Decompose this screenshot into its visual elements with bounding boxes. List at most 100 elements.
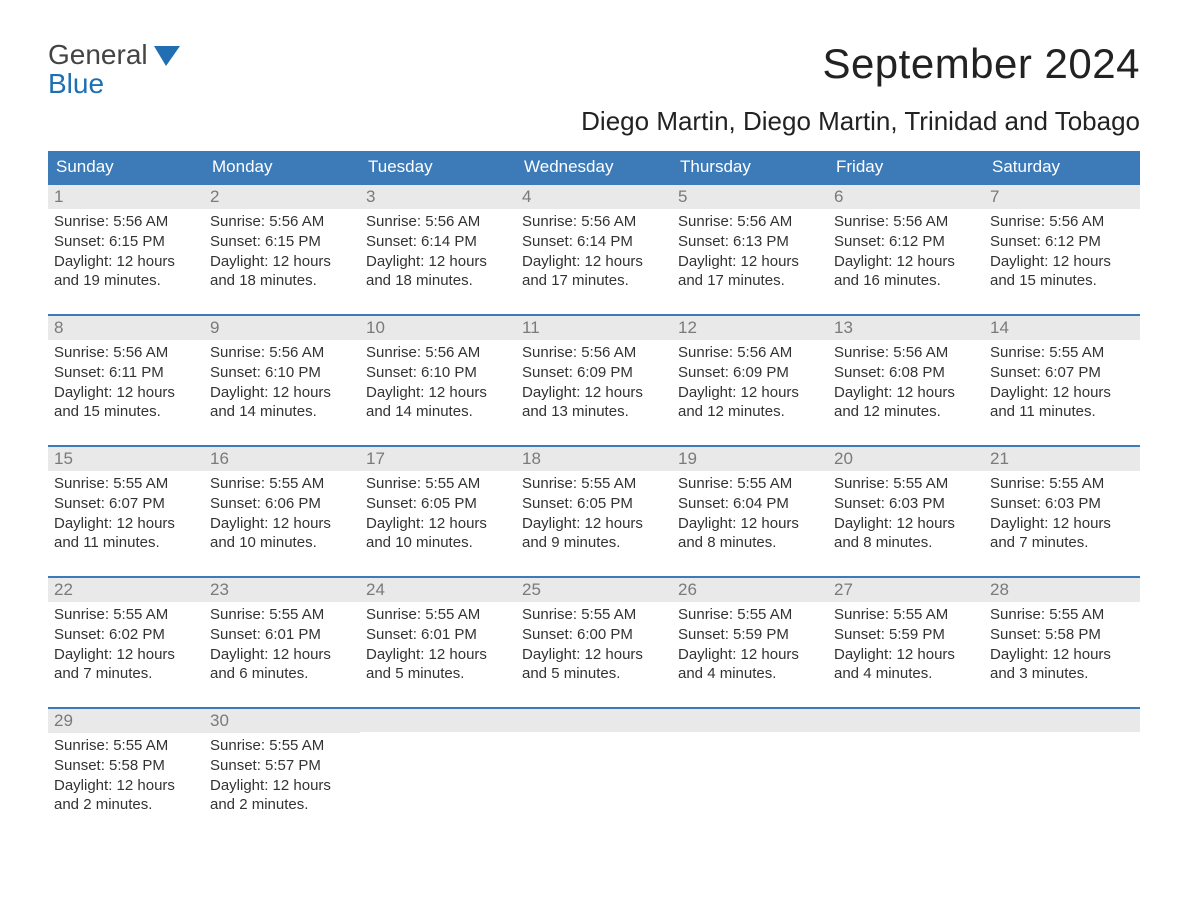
day-number: 21 bbox=[990, 449, 1009, 468]
weekday-header-row: SundayMondayTuesdayWednesdayThursdayFrid… bbox=[48, 151, 1140, 183]
day-number-row: 1 bbox=[48, 185, 204, 209]
day-details: Sunrise: 5:55 AMSunset: 6:05 PMDaylight:… bbox=[360, 471, 516, 553]
day-cell: 15 Sunrise: 5:55 AMSunset: 6:07 PMDayligh… bbox=[48, 447, 204, 560]
day-details: Sunrise: 5:56 AMSunset: 6:10 PMDaylight:… bbox=[204, 340, 360, 422]
day-number: 8 bbox=[54, 318, 63, 337]
day-details: Sunrise: 5:56 AMSunset: 6:14 PMDaylight:… bbox=[516, 209, 672, 291]
day-detail-line: and 7 minutes. bbox=[990, 534, 1134, 553]
day-cell: 17Sunrise: 5:55 AMSunset: 6:05 PMDayligh… bbox=[360, 447, 516, 560]
day-detail-line: Sunset: 6:04 PM bbox=[678, 495, 822, 514]
day-detail-line: Daylight: 12 hours bbox=[54, 515, 198, 534]
day-number: 16 bbox=[210, 449, 229, 468]
day-detail-line: Sunset: 6:11 PM bbox=[54, 364, 198, 383]
week-row: 1Sunrise: 5:56 AMSunset: 6:15 PMDaylight… bbox=[48, 183, 1140, 298]
day-details: Sunrise: 5:55 AMSunset: 6:03 PMDaylight:… bbox=[984, 471, 1140, 553]
day-detail-line: Sunrise: 5:55 AM bbox=[834, 606, 978, 625]
day-detail-line: Sunset: 6:00 PM bbox=[522, 626, 666, 645]
day-detail-line: and 14 minutes. bbox=[210, 403, 354, 422]
logo-secondary: Blue bbox=[48, 68, 104, 99]
day-details: Sunrise: 5:55 AMSunset: 5:57 PMDaylight:… bbox=[204, 733, 360, 815]
day-detail-line: Daylight: 12 hours bbox=[366, 515, 510, 534]
day-detail-line: and 8 minutes. bbox=[834, 534, 978, 553]
empty-day-number-row bbox=[516, 709, 672, 732]
day-detail-line: and 17 minutes. bbox=[678, 272, 822, 291]
day-details: Sunrise: 5:55 AMSunset: 5:58 PMDaylight:… bbox=[48, 733, 204, 815]
day-cell: 4 Sunrise: 5:56 AMSunset: 6:14 PMDaylight… bbox=[516, 185, 672, 298]
day-detail-line: Sunset: 6:10 PM bbox=[210, 364, 354, 383]
day-detail-line: and 14 minutes. bbox=[366, 403, 510, 422]
day-detail-line: Daylight: 12 hours bbox=[990, 646, 1134, 665]
day-number-row: 6 bbox=[828, 185, 984, 209]
logo-text: General Blue bbox=[48, 40, 148, 99]
day-number: 24 bbox=[366, 580, 385, 599]
day-number-row: 15 bbox=[48, 447, 204, 471]
day-detail-line: Sunrise: 5:55 AM bbox=[678, 606, 822, 625]
day-details: Sunrise: 5:55 AMSunset: 5:59 PMDaylight:… bbox=[828, 602, 984, 684]
page-title: September 2024 bbox=[581, 40, 1140, 88]
day-detail-line: Daylight: 12 hours bbox=[54, 646, 198, 665]
day-detail-line: Daylight: 12 hours bbox=[210, 253, 354, 272]
logo-primary: General bbox=[48, 39, 148, 70]
day-detail-line: Sunrise: 5:56 AM bbox=[522, 213, 666, 232]
day-detail-line: Daylight: 12 hours bbox=[834, 646, 978, 665]
day-cell: 24 Sunrise: 5:55 AMSunset: 6:01 PMDayligh… bbox=[360, 578, 516, 691]
day-number: 5 bbox=[678, 187, 687, 206]
calendar: SundayMondayTuesdayWednesdayThursdayFrid… bbox=[48, 151, 1140, 822]
day-cell: 18Sunrise: 5:55 AMSunset: 6:05 PMDayligh… bbox=[516, 447, 672, 560]
day-detail-line: Daylight: 12 hours bbox=[678, 515, 822, 534]
day-detail-line: and 10 minutes. bbox=[366, 534, 510, 553]
day-detail-line: Daylight: 12 hours bbox=[210, 777, 354, 796]
day-number: 15 bbox=[54, 449, 73, 468]
day-detail-line: Sunrise: 5:56 AM bbox=[54, 213, 198, 232]
day-number-row: 9 bbox=[204, 316, 360, 340]
day-detail-line: Daylight: 12 hours bbox=[366, 253, 510, 272]
day-detail-line: Sunrise: 5:55 AM bbox=[990, 606, 1134, 625]
day-cell: 3Sunrise: 5:56 AMSunset: 6:14 PMDaylight… bbox=[360, 185, 516, 298]
day-number-row: 26 bbox=[672, 578, 828, 602]
day-number-row: 30 bbox=[204, 709, 360, 733]
day-cell bbox=[828, 709, 984, 822]
day-cell: 11Sunrise: 5:56 AMSunset: 6:09 PMDayligh… bbox=[516, 316, 672, 429]
day-details: Sunrise: 5:56 AMSunset: 6:15 PMDaylight:… bbox=[48, 209, 204, 291]
day-detail-line: and 12 minutes. bbox=[834, 403, 978, 422]
day-detail-line: and 11 minutes. bbox=[990, 403, 1134, 422]
day-detail-line: Sunset: 5:59 PM bbox=[678, 626, 822, 645]
day-detail-line: Sunrise: 5:56 AM bbox=[834, 213, 978, 232]
day-detail-line: and 18 minutes. bbox=[210, 272, 354, 291]
day-detail-line: Sunset: 6:10 PM bbox=[366, 364, 510, 383]
day-cell: 14Sunrise: 5:55 AMSunset: 6:07 PMDayligh… bbox=[984, 316, 1140, 429]
day-detail-line: Sunrise: 5:55 AM bbox=[834, 475, 978, 494]
day-detail-line: Sunrise: 5:55 AM bbox=[522, 475, 666, 494]
day-number-row: 12 bbox=[672, 316, 828, 340]
day-number-row: 18 bbox=[516, 447, 672, 471]
day-detail-line: Sunset: 6:07 PM bbox=[990, 364, 1134, 383]
day-detail-line: Sunrise: 5:56 AM bbox=[54, 344, 198, 363]
day-details: Sunrise: 5:55 AMSunset: 6:07 PMDaylight:… bbox=[48, 471, 204, 553]
weekday-header: Monday bbox=[204, 151, 360, 183]
day-detail-line: Sunrise: 5:55 AM bbox=[990, 344, 1134, 363]
header: General Blue September 2024 Diego Martin… bbox=[48, 40, 1140, 137]
day-number-row: 29 bbox=[48, 709, 204, 733]
day-detail-line: Sunset: 6:08 PM bbox=[834, 364, 978, 383]
day-details: Sunrise: 5:55 AMSunset: 5:58 PMDaylight:… bbox=[984, 602, 1140, 684]
day-detail-line: Daylight: 12 hours bbox=[366, 384, 510, 403]
day-number: 14 bbox=[990, 318, 1009, 337]
day-number-row: 2 bbox=[204, 185, 360, 209]
day-detail-line: Sunrise: 5:56 AM bbox=[834, 344, 978, 363]
day-details: Sunrise: 5:55 AMSunset: 6:01 PMDaylight:… bbox=[360, 602, 516, 684]
day-cell: 22Sunrise: 5:55 AMSunset: 6:02 PMDayligh… bbox=[48, 578, 204, 691]
day-cell: 30Sunrise: 5:55 AMSunset: 5:57 PMDayligh… bbox=[204, 709, 360, 822]
day-number: 4 bbox=[522, 187, 531, 206]
day-number: 25 bbox=[522, 580, 541, 599]
location-subtitle: Diego Martin, Diego Martin, Trinidad and… bbox=[581, 106, 1140, 137]
day-detail-line: and 11 minutes. bbox=[54, 534, 198, 553]
day-detail-line: Sunrise: 5:56 AM bbox=[678, 344, 822, 363]
day-detail-line: Sunrise: 5:55 AM bbox=[366, 475, 510, 494]
day-detail-line: Sunrise: 5:56 AM bbox=[366, 213, 510, 232]
day-detail-line: Sunset: 6:09 PM bbox=[678, 364, 822, 383]
day-detail-line: Sunset: 6:02 PM bbox=[54, 626, 198, 645]
day-number-row: 28 bbox=[984, 578, 1140, 602]
day-detail-line: and 7 minutes. bbox=[54, 665, 198, 684]
day-detail-line: and 5 minutes. bbox=[366, 665, 510, 684]
weekday-header: Friday bbox=[828, 151, 984, 183]
